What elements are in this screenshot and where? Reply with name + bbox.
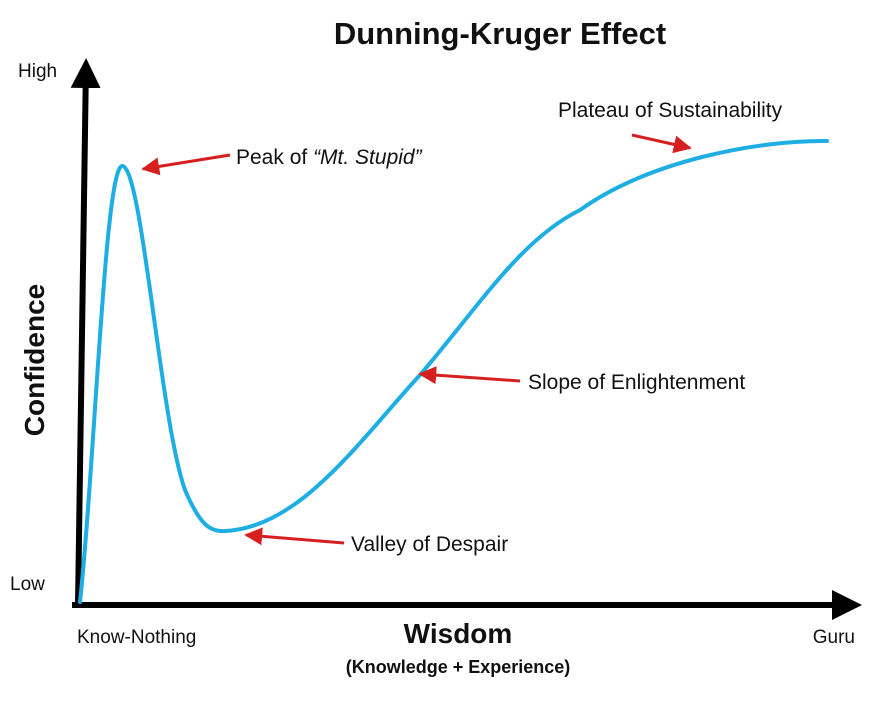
slope-arrow (418, 366, 521, 385)
peak-label: Peak of “Mt. Stupid” (236, 146, 423, 169)
peak-label-prefix: Peak of (236, 146, 313, 169)
confidence-curve (78, 138, 829, 604)
x-end-label: Guru (813, 627, 855, 648)
valley-label: Valley of Despair (351, 533, 508, 556)
y-axis (70, 58, 101, 606)
plateau-arrow (631, 133, 692, 154)
x-start-label: Know-Nothing (77, 627, 196, 648)
peak-arrow (141, 153, 231, 176)
x-axis-title: Wisdom (404, 618, 513, 649)
y-high-label: High (18, 61, 57, 82)
diagram-title: Dunning-Kruger Effect (334, 16, 666, 51)
y-low-label: Low (10, 574, 45, 595)
x-axis-subtitle: (Knowledge + Experience) (346, 657, 571, 677)
peak-label-emphasis: “Mt. Stupid” (313, 146, 423, 169)
valley-arrow (244, 527, 345, 546)
y-axis-title: Confidence (19, 284, 50, 436)
slope-label: Slope of Enlightenment (528, 371, 745, 394)
plateau-label: Plateau of Sustainability (558, 99, 783, 122)
